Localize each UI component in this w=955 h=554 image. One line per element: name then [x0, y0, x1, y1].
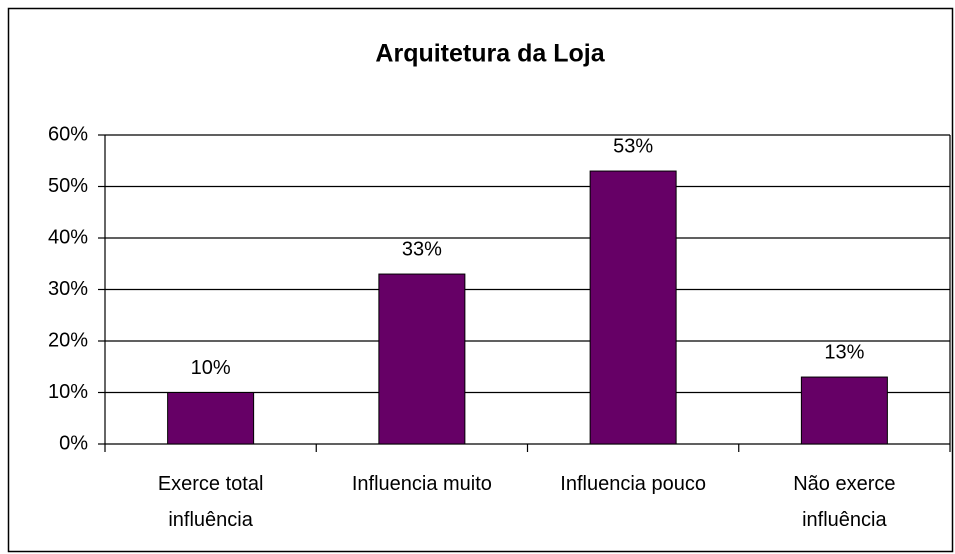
y-tick-label: 20% — [48, 329, 88, 351]
bar — [589, 170, 677, 445]
value-label: 53% — [613, 135, 653, 157]
x-tick-label: Influencia muito — [351, 473, 492, 495]
y-tick-label: 30% — [48, 278, 88, 300]
chart-title: Arquitetura da Loja — [375, 40, 605, 68]
chart-border — [7, 7, 954, 553]
y-tick-label: 0% — [59, 432, 88, 454]
bar — [800, 376, 888, 445]
bar — [378, 273, 466, 445]
value-label: 10% — [191, 357, 231, 379]
x-tick-label: Não exerce influência — [793, 473, 896, 531]
y-tick-label: 10% — [48, 381, 88, 403]
value-label: 33% — [402, 238, 442, 260]
y-tick-label: 40% — [48, 226, 88, 248]
y-tick-label: 50% — [48, 175, 88, 197]
y-tick-label: 60% — [48, 123, 88, 145]
x-tick-label: Influencia pouco — [560, 473, 706, 495]
bar — [167, 392, 255, 445]
value-label: 13% — [824, 341, 864, 363]
x-tick-label: Exerce total influência — [157, 473, 264, 531]
